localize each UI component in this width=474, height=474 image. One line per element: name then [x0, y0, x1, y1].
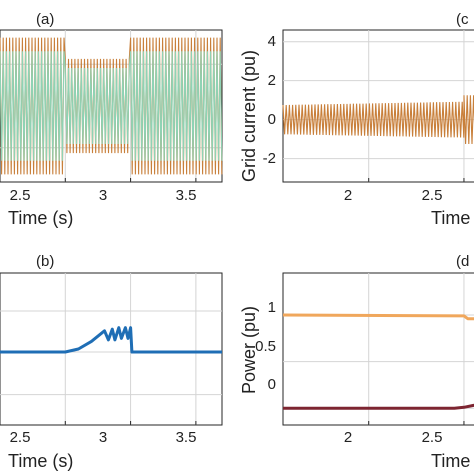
- panel-d-plot-area: [282, 272, 474, 426]
- panel-c-xtick: 2: [344, 187, 352, 204]
- panel-b-xtick: 3: [99, 429, 107, 446]
- panel-b-series: [0, 326, 222, 354]
- panel-c-ytick: 4: [268, 33, 276, 50]
- panel-a-label: (a): [36, 11, 54, 28]
- panel-a: (a) 2.5 3 3.5 Time (s): [0, 11, 223, 228]
- series-line: [282, 95, 474, 145]
- series-line: [0, 326, 222, 354]
- panel-d-label: (d: [456, 253, 469, 270]
- panel-b-label: (b): [36, 253, 54, 270]
- panel-b: (b) 2.5 3 3.5 Time (s): [0, 253, 223, 471]
- panel-d-xtick: 2: [344, 429, 352, 446]
- series-line: [0, 51, 223, 161]
- panel-a-xtick: 3: [99, 187, 107, 204]
- panel-d-ylabel: Power (pu): [239, 306, 259, 394]
- panel-a-xtick: 3.5: [176, 187, 197, 204]
- panel-c-ytick: -2: [263, 150, 276, 167]
- panel-a-xlabel: Time (s): [8, 208, 73, 228]
- panel-c-series: [282, 95, 474, 145]
- panel-d-xlabel: Time: [431, 451, 470, 471]
- panel-d-ytick: 1: [268, 299, 276, 316]
- panel-a-series: [0, 37, 223, 175]
- series-line: [282, 313, 474, 321]
- panel-c-xtick: 2.5: [422, 187, 443, 204]
- panel-c-xlabel: Time: [431, 208, 470, 228]
- panel-a-xtick: 2.5: [10, 187, 31, 204]
- panel-b-xtick: 3.5: [176, 429, 197, 446]
- panel-d-ytick: 0: [268, 376, 276, 393]
- panel-b-xlabel: Time (s): [8, 451, 73, 471]
- panel-c-ytick: 0: [268, 111, 276, 128]
- panel-c: (c 4 2 0 -2 2 2.5 Time Grid current (pu): [239, 11, 474, 228]
- panel-d-xtick: 2.5: [422, 429, 443, 446]
- panel-d-series: [282, 313, 474, 410]
- panel-d: (d 1 0.5 0 2 2.5 Time Power (pu): [239, 253, 474, 471]
- panel-b-xtick: 2.5: [10, 429, 31, 446]
- panel-b-plot-area: [0, 272, 223, 426]
- panel-c-ytick: 2: [268, 72, 276, 89]
- panel-d-ytick: 0.5: [255, 338, 276, 355]
- panel-c-ylabel: Grid current (pu): [239, 50, 259, 182]
- series-line: [283, 403, 474, 410]
- panel-c-label: (c: [456, 11, 469, 28]
